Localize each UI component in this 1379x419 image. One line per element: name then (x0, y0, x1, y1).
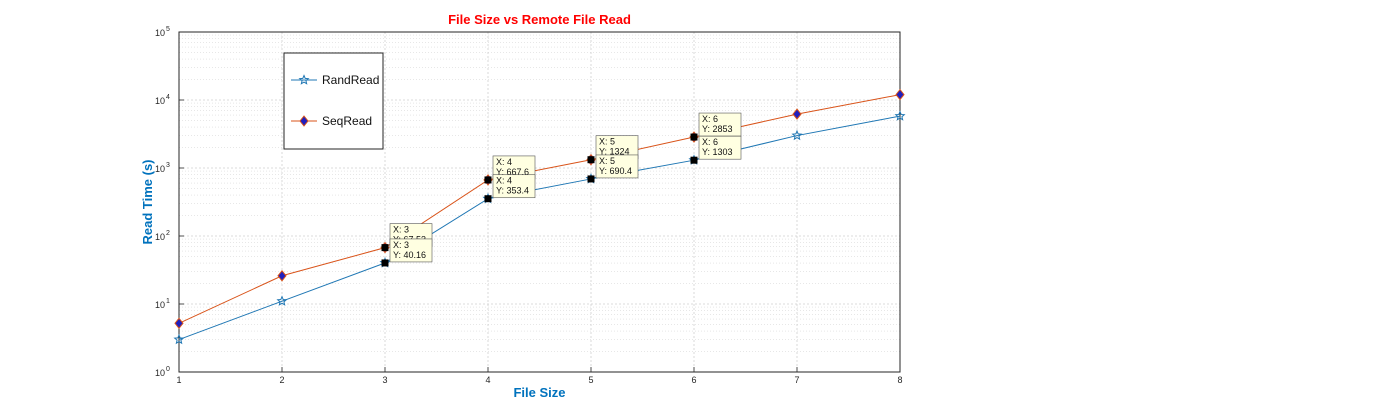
datatip-text: Y: 667.6 (496, 167, 529, 177)
y-tick-label: 10 (155, 300, 165, 310)
y-tick-exponent: 1 (166, 298, 170, 305)
y-tick-label: 10 (155, 368, 165, 378)
datatip-text: Y: 353.4 (496, 186, 529, 196)
datatip-text: X: 5 (599, 156, 615, 166)
datatip-marker (484, 195, 492, 203)
series-line-seqread (178, 94, 901, 324)
y-tick-label: 10 (155, 164, 165, 174)
x-axis-label: File Size (513, 385, 565, 400)
datatip-box (389, 238, 433, 263)
x-tick-label: 4 (485, 375, 490, 385)
datatip-text: X: 4 (496, 157, 512, 167)
datatip-text: X: 4 (496, 176, 512, 186)
x-tick-label: 3 (382, 375, 387, 385)
y-axis-label: Read Time (s) (140, 159, 155, 244)
y-tick-exponent: 0 (166, 366, 170, 373)
datatip-marker (690, 156, 698, 164)
y-tick-exponent: 2 (166, 230, 170, 237)
datatip-marker (587, 175, 595, 183)
plot-area (178, 31, 901, 373)
data-point-randread (276, 295, 288, 306)
data-point-seqread (895, 88, 905, 101)
datatip-box (698, 135, 742, 160)
datatip-marker (690, 133, 698, 141)
series-lines (178, 94, 901, 341)
y-tick-label: 10 (155, 28, 165, 38)
grid (178, 31, 901, 373)
datatip-text: X: 3 (393, 225, 409, 235)
datatip-text: Y: 40.16 (393, 250, 426, 260)
datatip-text: X: 3 (393, 240, 409, 250)
x-tick-label: 2 (279, 375, 284, 385)
x-tick-label: 8 (897, 375, 902, 385)
datatip-marker (587, 156, 595, 164)
y-tick-exponent: 3 (166, 162, 170, 169)
datatip-text: X: 5 (599, 137, 615, 147)
data-point-seqread (277, 269, 287, 282)
datatip-marker (484, 176, 492, 184)
y-tick-exponent: 5 (166, 26, 170, 33)
legend-label: RandRead (322, 73, 379, 87)
datatip-box (492, 174, 536, 199)
datatip-text: X: 6 (702, 137, 718, 147)
data-point-randread (894, 110, 906, 121)
data-point-randread (173, 333, 185, 345)
legend-marker (299, 115, 309, 127)
x-tick-label: 5 (588, 375, 593, 385)
datatip-marker (381, 244, 389, 252)
data-point-randread (791, 129, 803, 141)
data-point-seqread (792, 108, 802, 120)
datatip-box (595, 154, 639, 179)
chart-title: File Size vs Remote File Read (448, 12, 631, 27)
legend-box (283, 52, 384, 150)
x-tick-label: 7 (794, 375, 799, 385)
data-point-seqread (174, 317, 184, 330)
legend-marker (298, 74, 310, 85)
datatips: X: 3Y: 67.53X: 3Y: 40.16X: 4Y: 667.6X: 4… (381, 112, 742, 267)
datatip-marker (381, 259, 389, 267)
legend: RandRead SeqRead (283, 52, 384, 150)
datatip-text: Y: 2853 (702, 124, 733, 134)
x-tick-label: 6 (691, 375, 696, 385)
datatip-text: X: 6 (702, 114, 718, 124)
series-line-randread (178, 115, 901, 341)
y-tick-label: 10 (155, 96, 165, 106)
x-tick-label: 1 (176, 375, 181, 385)
y-tick-label: 10 (155, 232, 165, 242)
y-tick-exponent: 4 (166, 94, 170, 101)
legend-label: SeqRead (322, 114, 372, 128)
datatip-text: Y: 1303 (702, 147, 733, 157)
datatip-text: Y: 1324 (599, 147, 630, 157)
datatip-text: Y: 690.4 (599, 166, 632, 176)
